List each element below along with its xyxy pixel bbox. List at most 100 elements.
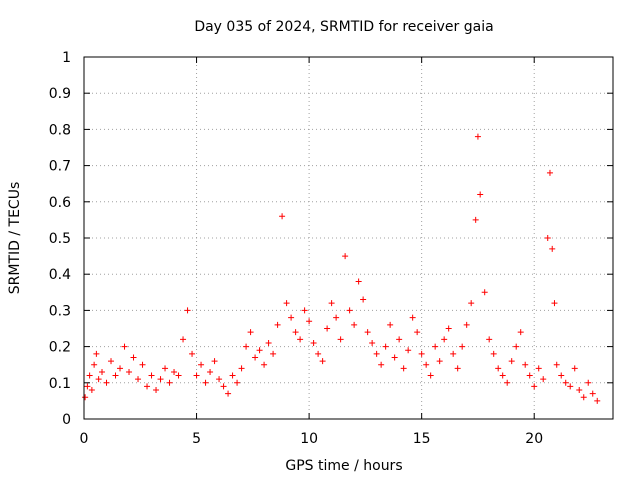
data-point <box>261 361 268 368</box>
data-point <box>351 321 358 328</box>
data-point <box>93 350 100 357</box>
data-point <box>468 300 475 307</box>
data-point <box>553 361 560 368</box>
data-point <box>477 191 484 198</box>
data-point <box>481 289 488 296</box>
data-point <box>288 314 295 321</box>
data-point <box>513 343 520 350</box>
x-tick-label: 0 <box>80 431 89 447</box>
data-point <box>144 383 151 390</box>
y-axis-label: SRMTID / TECUs <box>7 182 23 295</box>
data-point <box>387 321 394 328</box>
data-point <box>571 365 578 372</box>
x-axis-label: GPS time / hours <box>285 458 402 474</box>
data-point <box>432 343 439 350</box>
data-point <box>202 379 209 386</box>
data-point <box>418 350 425 357</box>
y-tick-label: 0.1 <box>49 376 71 392</box>
data-point <box>86 372 93 379</box>
data-point <box>562 379 569 386</box>
data-point <box>405 347 412 354</box>
data-point <box>274 321 281 328</box>
data-point <box>382 343 389 350</box>
data-point <box>546 169 553 176</box>
data-point <box>378 361 385 368</box>
data-point <box>171 368 178 375</box>
data-point <box>95 376 102 383</box>
data-point <box>180 336 187 343</box>
data-point <box>252 354 259 361</box>
x-tick-label: 20 <box>525 431 543 447</box>
data-point <box>112 372 119 379</box>
data-point <box>162 365 169 372</box>
data-point <box>234 379 241 386</box>
data-point <box>292 329 299 336</box>
data-point <box>175 372 182 379</box>
data-point <box>297 336 304 343</box>
data-point <box>414 329 421 336</box>
data-point <box>495 365 502 372</box>
x-tick-label: 5 <box>192 431 201 447</box>
data-point <box>522 361 529 368</box>
y-tick-label: 0.8 <box>49 122 71 138</box>
data-point <box>360 296 367 303</box>
data-point <box>198 361 205 368</box>
data-point <box>139 361 146 368</box>
data-point <box>117 365 124 372</box>
data-point <box>450 350 457 357</box>
data-point <box>166 379 173 386</box>
data-point <box>153 387 160 394</box>
data-point <box>243 343 250 350</box>
data-point <box>157 376 164 383</box>
data-point <box>454 365 461 372</box>
data-point <box>400 365 407 372</box>
data-point <box>82 394 89 401</box>
y-tick-label: 0.6 <box>49 195 71 211</box>
data-point <box>310 339 317 346</box>
data-point <box>585 379 592 386</box>
data-point <box>508 358 515 365</box>
data-point <box>256 347 263 354</box>
data-point <box>499 372 506 379</box>
data-point <box>474 133 481 140</box>
data-point <box>567 383 574 390</box>
data-point <box>103 379 110 386</box>
data-point <box>580 394 587 401</box>
y-tick-label: 0.3 <box>49 303 71 319</box>
data-point <box>108 358 115 365</box>
data-point <box>207 368 214 375</box>
data-point <box>576 387 583 394</box>
data-points <box>82 133 601 404</box>
data-point <box>319 358 326 365</box>
data-point <box>423 361 430 368</box>
data-point <box>184 307 191 314</box>
data-point <box>211 358 218 365</box>
x-axis-ticks: 0 5 10 15 20 <box>80 57 543 447</box>
data-point <box>589 390 596 397</box>
data-point <box>135 376 142 383</box>
chart-title: Day 035 of 2024, SRMTID for receiver gai… <box>194 19 493 35</box>
data-point <box>99 368 106 375</box>
data-point <box>121 343 128 350</box>
data-point <box>549 245 556 252</box>
y-tick-label: 0 <box>62 412 71 428</box>
data-point <box>88 387 95 394</box>
data-point <box>301 307 308 314</box>
data-point <box>229 372 236 379</box>
data-point <box>594 397 601 404</box>
data-point <box>409 314 416 321</box>
data-point <box>324 325 331 332</box>
data-point <box>279 213 286 220</box>
data-point <box>216 376 223 383</box>
data-point <box>427 372 434 379</box>
data-point <box>463 321 470 328</box>
data-point <box>364 329 371 336</box>
y-tick-label: 0.9 <box>49 86 71 102</box>
data-point <box>540 376 547 383</box>
data-point <box>558 372 565 379</box>
data-point <box>315 350 322 357</box>
data-point <box>391 354 398 361</box>
data-point <box>531 383 538 390</box>
